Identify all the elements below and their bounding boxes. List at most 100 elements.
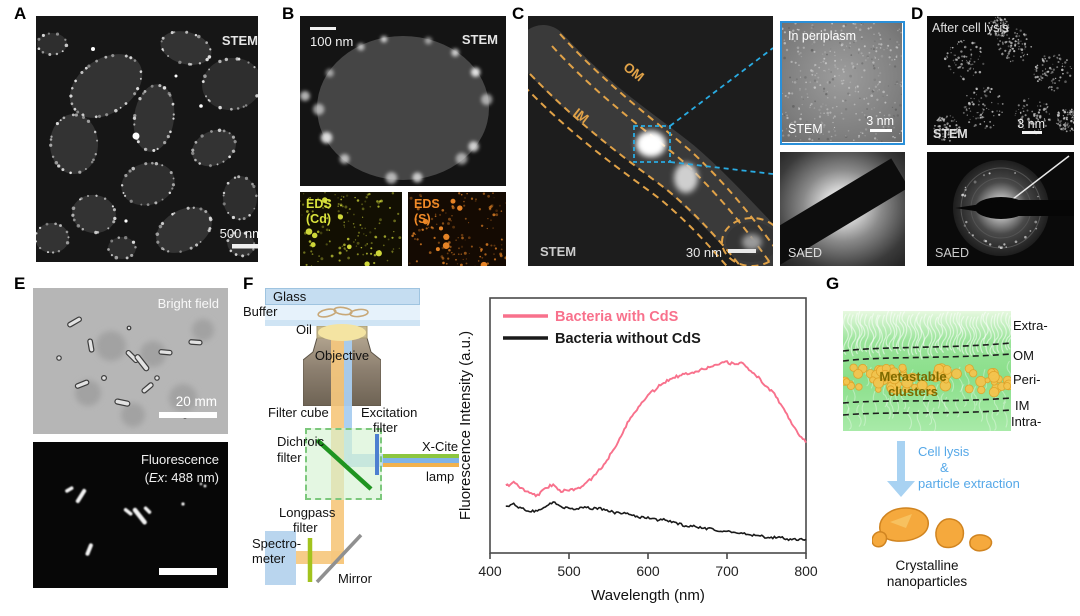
lysis-text-3: particle extraction	[918, 476, 1020, 491]
product-label-1: Crystalline	[895, 558, 959, 573]
panel-b-label: B	[282, 4, 295, 23]
dichroic-filter-label-1: Dichroic	[277, 434, 324, 449]
panel-d-stem-image: After cell lysis STEM 3 nm	[927, 16, 1074, 145]
panel-c-saed-image: SAED	[780, 152, 905, 266]
metastable-label-2: clusters	[888, 384, 938, 399]
x-tick-label: 400	[478, 563, 502, 579]
spectrometer-box	[265, 531, 296, 585]
stem-d-scale-bar	[1022, 131, 1042, 134]
fluorescence-subtitle: (Ex: 488 nm)	[145, 470, 219, 485]
stem-c-membrane-dashes	[528, 33, 773, 266]
x-tick-label: 500	[557, 563, 581, 579]
fluorescence-subtitle-open: (	[145, 470, 150, 485]
excitation-beam-vertical	[344, 309, 352, 464]
stem-c-im-label: IM	[571, 105, 592, 126]
eds-cd-background	[300, 192, 402, 266]
stem-b-cell	[317, 36, 489, 180]
panel-g-membrane-diagram: Metastable clusters	[843, 303, 1011, 437]
excitation-filter-label-2: filter	[373, 420, 398, 435]
bacteria-in-buffer	[317, 306, 369, 318]
emission-beam-horizontal	[295, 551, 344, 564]
x-axis-title: Wavelength (nm)	[591, 587, 705, 604]
fluorescence-title: Fluorescence	[141, 452, 219, 467]
legend-label: Bacteria without CdS	[555, 331, 701, 347]
stem-c-mode-label: STEM	[540, 244, 576, 259]
x-tick-label: 700	[715, 563, 739, 579]
eds-s-map: EDS (S)	[408, 192, 506, 266]
stem-a-mode-label: STEM	[222, 33, 258, 48]
stem-c-roi-box	[633, 125, 671, 163]
stem-c-scale-bar	[728, 249, 756, 253]
oil-drop	[318, 324, 366, 341]
eds-cd-map: EDS (Cd)	[300, 192, 402, 266]
series-without-cds	[505, 501, 807, 542]
inset-title: In periplasm	[788, 29, 856, 43]
brightfield-scale-text: 20 mm	[176, 394, 217, 409]
nanoparticle-product-drawing	[872, 500, 997, 556]
eds-s-dots	[408, 192, 506, 266]
saed-c-beamstop	[780, 158, 905, 266]
panel-f-label: F	[243, 274, 254, 293]
optical-elements	[307, 434, 379, 584]
eds-s-title: EDS	[414, 197, 440, 211]
mirror-label: Mirror	[338, 571, 372, 586]
x-tick-label: 800	[794, 563, 818, 579]
objective-label: Objective	[314, 348, 370, 363]
stem-b-scale-bar	[310, 27, 336, 30]
coverslip	[265, 320, 420, 326]
eds-s-element: (S)	[414, 212, 431, 226]
panel-d-label: D	[911, 4, 924, 23]
eds-cd-element: (Cd)	[306, 212, 331, 226]
stem-b-scale-text: 100 nm	[310, 34, 353, 49]
eds-s-background	[408, 192, 506, 266]
panel-d-saed-image: SAED	[927, 152, 1074, 266]
panel-e-brightfield-image: Bright field 20 mm	[33, 288, 228, 434]
xcite-lamp-label-1: X-Cite	[422, 439, 459, 454]
buffer-label: Buffer	[243, 304, 278, 319]
membrane-texture	[843, 310, 1011, 436]
inset-grain	[782, 23, 902, 142]
crystalline-nanoparticles	[872, 507, 993, 552]
inset-scale-bar	[870, 129, 892, 132]
stem-c-particles	[636, 131, 762, 250]
panel-g-label: G	[826, 274, 840, 293]
brightfield-halos	[75, 319, 214, 427]
y-axis-title: Fluorescence Intensity (a.u.)	[458, 331, 474, 520]
panel-b-stem-image: 100 nm STEM	[300, 16, 506, 186]
lysis-text-1: Cell lysis	[918, 444, 970, 459]
lysis-text-2: &	[940, 460, 949, 475]
legend-label: Bacteria with CdS	[555, 309, 679, 325]
panel-a-stem-image: STEM 500 nm	[36, 16, 258, 262]
panel-e-label: E	[14, 274, 26, 293]
spectrometer-label-1: Spectro-	[252, 536, 302, 551]
lysis-arrow-head	[887, 481, 915, 497]
panel-e-fluorescence-image: Fluorescence (Ex: 488 nm)	[33, 442, 228, 588]
stem-a-cells	[36, 30, 258, 260]
brightfield-scale-bar	[159, 412, 217, 418]
stem-b-rim-particles	[300, 36, 493, 184]
saed-d-label: SAED	[935, 246, 969, 260]
stem-d-mode-label: STEM	[933, 127, 968, 141]
panel-c-label: C	[512, 4, 525, 23]
stem-c-connector-top	[669, 47, 773, 127]
longpass-filter-label-1: Longpass	[279, 505, 336, 520]
panel-c-inset-image: In periplasm STEM 3 nm	[780, 21, 905, 145]
product-label-2: nanoparticles	[886, 574, 968, 589]
x-tick-label: 600	[636, 563, 660, 579]
stem-b-mode-label: STEM	[462, 32, 498, 47]
region-label-periplasm: Peri-	[1013, 372, 1041, 387]
stem-a-scale-bar	[232, 244, 258, 249]
saed-c-label: SAED	[788, 246, 822, 260]
region-label-om: OM	[1013, 348, 1034, 363]
fluorescence-subtitle-rest: : 488 nm)	[164, 470, 219, 485]
lysis-arrow-shaft	[897, 441, 905, 481]
oil-label: Oil	[296, 322, 312, 337]
stem-d-nanocrystals	[933, 16, 1074, 142]
membrane-boundaries	[843, 342, 1011, 416]
stem-d-background	[927, 16, 1074, 145]
brightfield-title: Bright field	[158, 296, 219, 311]
filter-cube-label: Filter cube	[268, 405, 329, 420]
fluorescence-bacteria	[65, 482, 207, 556]
panel-f-schematic: Glass Buffer Oil Objective Filter cube E…	[243, 281, 469, 613]
excitation-filter-label-1: Excitation	[361, 405, 418, 420]
